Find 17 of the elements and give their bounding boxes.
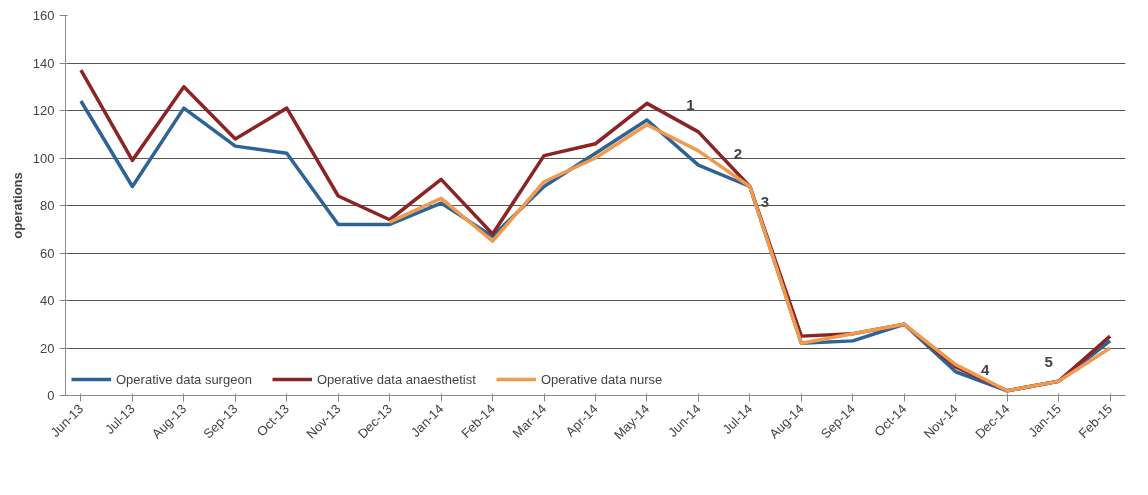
annotation: 1 [686,95,695,113]
y-tick-label: 100 [32,150,55,166]
y-tick-label: 80 [40,198,55,213]
y-tick-label: 160 [32,8,55,23]
annotation: 5 [1044,353,1053,371]
legend-label: Operative data nurse [540,371,663,387]
y-tick-label: 120 [32,103,55,118]
y-tick-label: 140 [32,55,55,71]
y-tick-label: 20 [40,340,55,356]
legend-label: Operative data surgeon [116,371,252,387]
y-tick-label: 40 [40,293,55,308]
y-tick-label: 0 [47,388,55,403]
annotation: 2 [733,144,743,162]
legend-label: Operative data anaesthetist [316,371,476,387]
y-axis-title: operations [9,172,25,239]
y-tick-label: 60 [40,245,55,261]
annotation: 4 [980,360,990,378]
